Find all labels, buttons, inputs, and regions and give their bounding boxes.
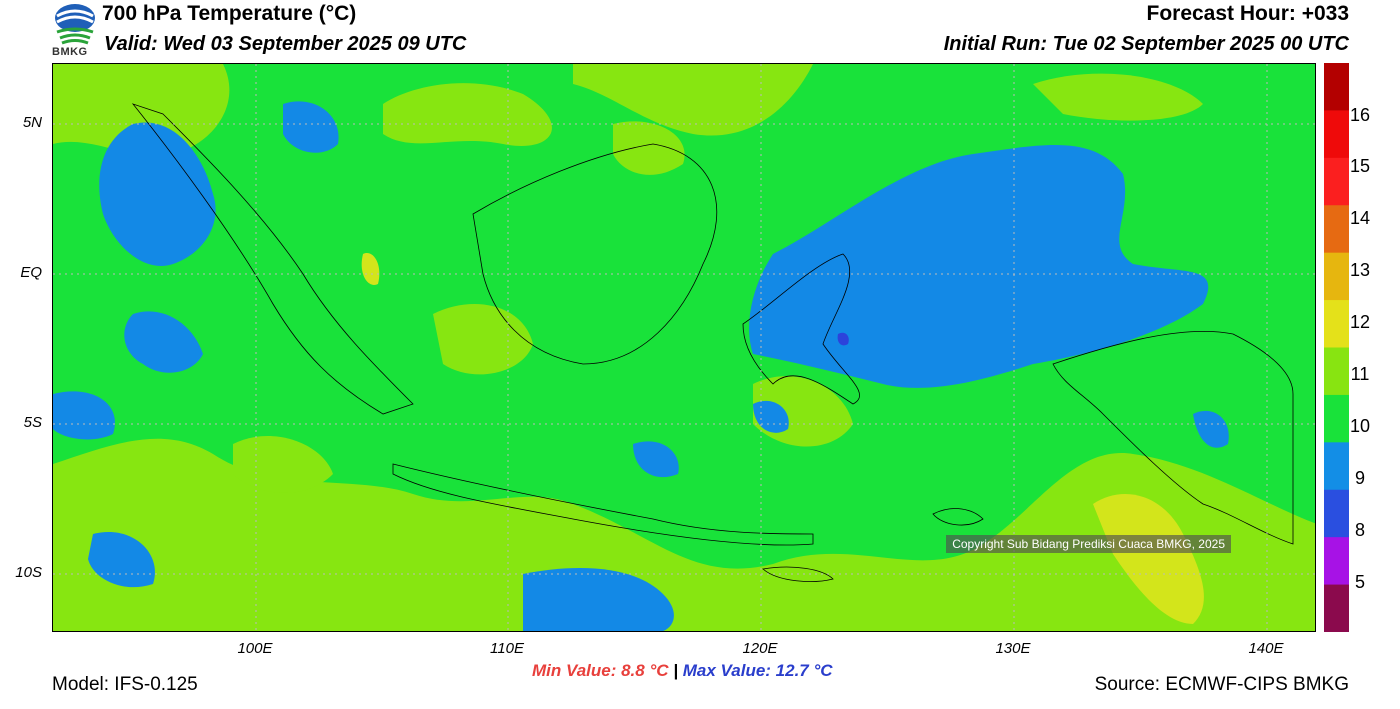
colorbar-label-15: 15 (1349, 156, 1371, 176)
lat-label-eq: EQ (20, 264, 42, 281)
temp-12-regions (361, 253, 1204, 624)
colorbar-label-16: 16 (1349, 105, 1371, 125)
colorbar-swatch (1324, 157, 1349, 206)
colorbar (1324, 63, 1349, 633)
colorbar-swatch (1324, 300, 1349, 348)
lon-label-120e: 120E (742, 640, 778, 657)
colorbar-swatches (1324, 63, 1349, 633)
forecast-hour: Forecast Hour: +033 (1146, 2, 1350, 25)
colorbar-label-8: 8 (1354, 520, 1365, 540)
chart-title: 700 hPa Temperature (°C) (102, 2, 357, 25)
colorbar-swatch (1324, 63, 1349, 111)
lon-label-140e: 140E (1248, 640, 1284, 657)
map-canvas (53, 64, 1315, 631)
colorbar-label-9: 9 (1354, 468, 1365, 488)
min-max-values: Min Value: 8.8 °C | Max Value: 12.7 °C (532, 661, 833, 681)
lon-label-110e: 110E (490, 640, 524, 657)
lon-label-130e: 130E (995, 640, 1031, 657)
temp-9-regions (53, 101, 1229, 631)
temp-11-regions (53, 64, 1315, 631)
grid-lines (53, 64, 1315, 631)
colorbar-swatch (1324, 110, 1349, 159)
temp-8-regions (837, 332, 849, 346)
logo-text: BMKG (52, 46, 88, 58)
valid-time: Valid: Wed 03 September 2025 09 UTC (104, 33, 467, 55)
copyright-note: Copyright Sub Bidang Prediksi Cuaca BMKG… (946, 535, 1231, 553)
colorbar-label-14: 14 (1349, 208, 1371, 228)
colorbar-swatch (1324, 537, 1349, 586)
lat-label-5s: 5S (23, 414, 42, 431)
bmkg-logo (52, 2, 98, 60)
lat-label-10s: 10S (15, 564, 42, 581)
colorbar-swatch (1324, 442, 1349, 491)
lon-label-100e: 100E (237, 640, 273, 657)
colorbar-label-13: 13 (1349, 260, 1371, 280)
temperature-map: Copyright Sub Bidang Prediksi Cuaca BMKG… (52, 63, 1316, 632)
colorbar-swatch (1324, 347, 1349, 396)
colorbar-label-11: 11 (1350, 364, 1370, 384)
max-value: Max Value: 12.7 °C (682, 661, 833, 680)
coastlines (131, 103, 1294, 582)
colorbar-swatch (1324, 489, 1349, 538)
lat-label-5n: 5N (22, 114, 42, 131)
colorbar-label-5: 5 (1354, 572, 1365, 592)
colorbar-swatch (1324, 252, 1349, 301)
colorbar-swatch (1324, 394, 1349, 443)
min-value: Min Value: 8.8 °C (532, 661, 669, 680)
colorbar-label-10: 10 (1349, 416, 1371, 436)
data-source: Source: ECMWF-CIPS BMKG (1094, 674, 1349, 695)
initial-run: Initial Run: Tue 02 September 2025 00 UT… (943, 33, 1349, 55)
colorbar-swatch (1324, 584, 1349, 633)
colorbar-swatch (1324, 205, 1349, 254)
model-name: Model: IFS-0.125 (52, 674, 198, 695)
stats-separator: | (673, 661, 679, 680)
colorbar-label-12: 12 (1349, 312, 1371, 332)
